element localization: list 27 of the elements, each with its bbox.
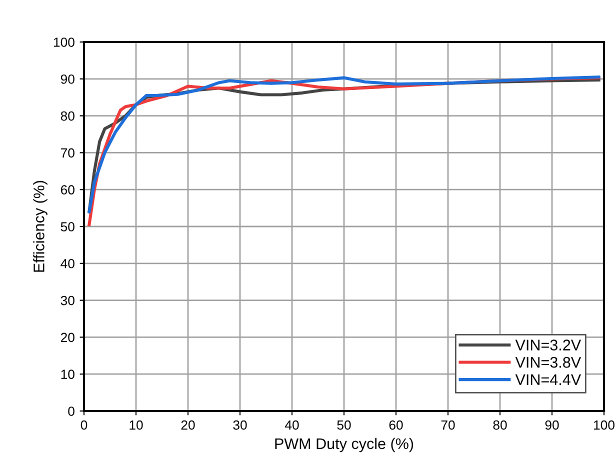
x-tick-label: 20 [181, 420, 195, 430]
y-tick-label: 90 [60, 74, 74, 84]
x-tick-label: 40 [284, 420, 299, 430]
x-tick-label: 0 [80, 420, 88, 430]
x-tick-label: 30 [233, 420, 247, 430]
y-tick-label: 100 [54, 38, 74, 47]
x-tick-label: 60 [389, 420, 403, 430]
x-axis-title: PWM Duty cycle (%) [275, 438, 414, 452]
x-tick-label: 90 [545, 420, 559, 430]
y-tick-label: 40 [60, 258, 74, 268]
y-tick-label: 20 [60, 332, 74, 342]
legend-label: VIN=3.2V [515, 340, 582, 350]
x-tick-label: 70 [441, 420, 455, 430]
legend-label: VIN=4.4V [515, 374, 582, 385]
y-tick-label: 60 [60, 185, 74, 195]
y-tick-label: 10 [61, 370, 74, 380]
y-tick-label: 70 [60, 148, 74, 158]
x-tick-label: 50 [337, 420, 351, 430]
y-tick-label: 30 [60, 296, 74, 306]
x-tick-label: 10 [130, 420, 143, 430]
y-axis-title: Efficiency (%) [33, 180, 48, 272]
legend-label: VIN=3.8V [515, 356, 582, 368]
x-tick-label: 100 [594, 420, 614, 430]
y-tick-label: 50 [60, 222, 74, 232]
y-tick-label: 0 [68, 406, 74, 416]
y-tick-label: 80 [60, 111, 74, 121]
x-tick-label: 80 [493, 420, 507, 430]
